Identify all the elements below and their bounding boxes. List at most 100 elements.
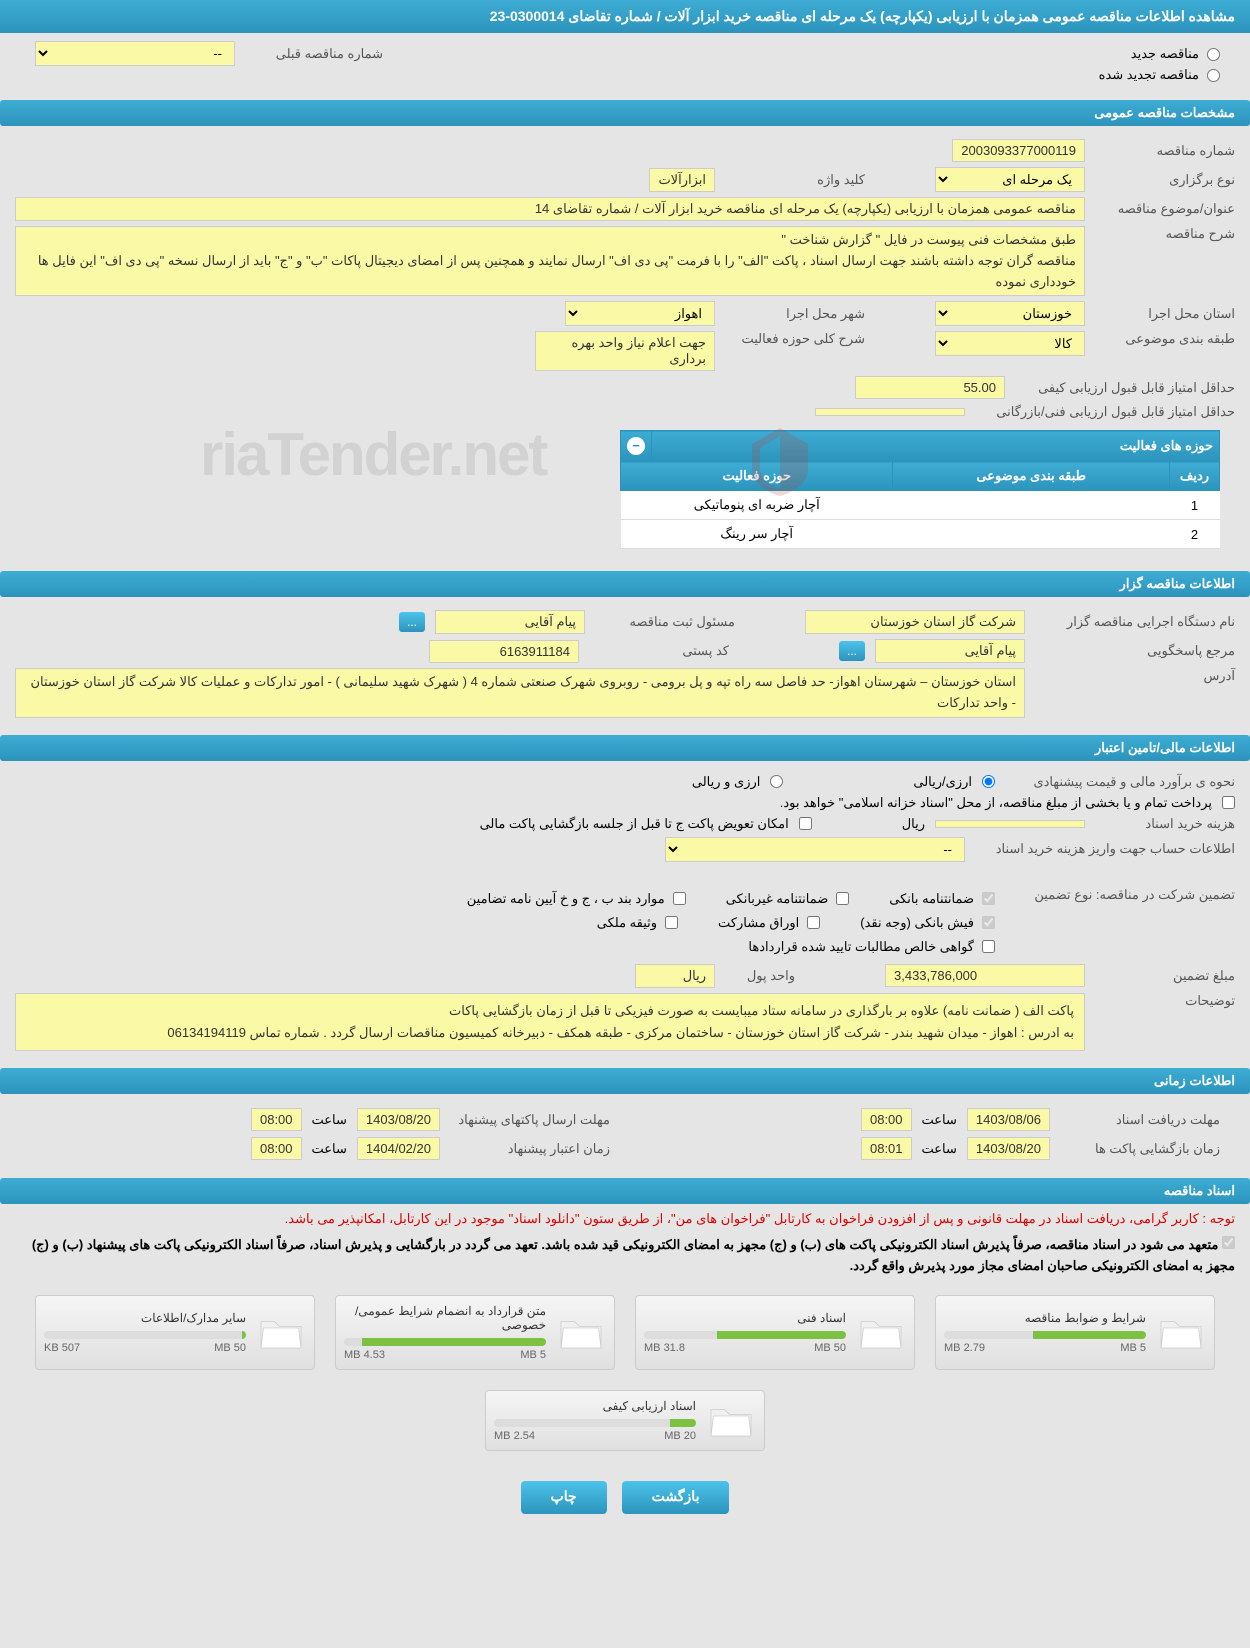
chk-nonbank-guarantee[interactable] bbox=[836, 892, 849, 905]
doc-receive-time: 08:00 bbox=[861, 1108, 912, 1131]
file-card[interactable]: شرایط و ضوابط مناقصه 5 MB2.79 MB bbox=[935, 1295, 1215, 1370]
holding-type-select[interactable]: یک مرحله ای bbox=[935, 167, 1085, 192]
col-row: ردیف bbox=[1170, 462, 1220, 491]
category-select[interactable]: کالا bbox=[935, 331, 1085, 356]
cell-num: 2 bbox=[1170, 520, 1220, 549]
time-label-3: ساعت bbox=[312, 1112, 347, 1128]
registrar-more-btn[interactable]: ... bbox=[399, 612, 425, 632]
lbl-bank-receipt: فیش بانکی (وجه نقد) bbox=[860, 915, 974, 931]
guarantee-amount-value: 3,433,786,000 bbox=[885, 964, 1085, 987]
lbl-contracts: گواهی خالص مطالبات تایید شده قراردادها bbox=[748, 939, 974, 955]
min-tech-score-label: حداقل امتیاز قابل قبول ارزیابی فنی/بازرگ… bbox=[975, 404, 1235, 420]
file-title: متن قرارداد به انضمام شرایط عمومی/خصوصی bbox=[344, 1304, 546, 1332]
folder-icon bbox=[256, 1312, 306, 1352]
province-label: استان محل اجرا bbox=[1095, 306, 1235, 322]
col-category: طبقه بندی موضوعی bbox=[893, 462, 1170, 491]
holding-type-label: نوع برگزاری bbox=[1095, 172, 1235, 188]
cell-activity: آچار سر رینگ bbox=[621, 520, 893, 549]
validity-time: 08:00 bbox=[251, 1137, 302, 1160]
desc-value: طبق مشخصات فنی پیوست در فایل " گزارش شنا… bbox=[15, 226, 1085, 296]
chk-property[interactable] bbox=[665, 916, 678, 929]
lbl-bank-guarantee: ضمانتنامه بانکی bbox=[889, 891, 974, 907]
label-rial: ارزی/ریالی bbox=[913, 774, 972, 790]
postal-code-label: کد پستی bbox=[589, 643, 729, 659]
scope-label: شرح کلی حوزه فعالیت bbox=[725, 331, 865, 347]
chk-bonds[interactable] bbox=[807, 916, 820, 929]
prev-tender-label: شماره مناقصه قبلی bbox=[243, 46, 383, 62]
packet-open-label: زمان بازگشایی پاکت ها bbox=[1060, 1141, 1220, 1157]
organizer-section: نام دستگاه اجرایی مناقصه گزار شرکت گاز ا… bbox=[0, 597, 1250, 731]
file-total: 50 MB bbox=[814, 1342, 846, 1354]
file-card[interactable]: اسناد ارزیابی کیفی 20 MB2.54 MB bbox=[485, 1390, 765, 1451]
chk-commitment[interactable] bbox=[1222, 1236, 1235, 1249]
chk-items-bcj[interactable] bbox=[673, 892, 686, 905]
time-label-1: ساعت bbox=[922, 1112, 957, 1128]
registrar-label: مسئول ثبت مناقصه bbox=[595, 614, 735, 630]
file-card[interactable]: سایر مدارک/اطلاعات 50 MB507 KB bbox=[35, 1295, 315, 1370]
section-timing: اطلاعات زمانی bbox=[0, 1068, 1250, 1094]
label-new-tender: مناقصه جدید bbox=[1131, 46, 1199, 62]
estimate-label: نحوه ی برآورد مالی و قیمت پیشنهادی bbox=[1005, 774, 1235, 790]
file-card[interactable]: متن قرارداد به انضمام شرایط عمومی/خصوصی … bbox=[335, 1295, 615, 1370]
radio-currency-rial[interactable] bbox=[770, 775, 783, 788]
chk-payment-note[interactable] bbox=[1222, 796, 1235, 809]
page-container: مشاهده اطلاعات مناقصه عمومی همزمان با ار… bbox=[0, 0, 1250, 1534]
category-label: طبقه بندی موضوعی bbox=[1095, 331, 1235, 347]
print-button[interactable]: چاپ bbox=[521, 1481, 607, 1514]
files-grid: شرایط و ضوابط مناقصه 5 MB2.79 MB اسناد ف… bbox=[0, 1285, 1250, 1461]
file-title: اسناد فنی bbox=[644, 1311, 846, 1325]
section-documents: اسناد مناقصه bbox=[0, 1178, 1250, 1204]
black-note: متعهد می شود در اسناد مناقصه، صرفاً پذیر… bbox=[32, 1237, 1235, 1273]
file-total: 50 MB bbox=[214, 1342, 246, 1354]
time-label-2: ساعت bbox=[922, 1141, 957, 1157]
doc-cost-label: هزینه خرید اسناد bbox=[1095, 816, 1235, 832]
file-used: 2.54 MB bbox=[494, 1430, 535, 1442]
label-renewed-tender: مناقصه تجدید شده bbox=[1099, 67, 1199, 83]
collapse-icon[interactable]: − bbox=[627, 437, 645, 455]
radio-rial[interactable] bbox=[982, 775, 995, 788]
folder-icon bbox=[556, 1312, 606, 1352]
account-info-label: اطلاعات حساب جهت واریز هزینه خرید اسناد bbox=[975, 841, 1235, 857]
file-used: 31.8 MB bbox=[644, 1342, 685, 1354]
file-used: 507 KB bbox=[44, 1342, 80, 1354]
address-value: استان خوزستان – شهرستان اهواز- حد فاصل س… bbox=[15, 668, 1025, 718]
payment-note: پرداخت تمام و یا بخشی از مبلغ مناقصه، از… bbox=[780, 795, 1212, 811]
packet-open-time: 08:01 bbox=[861, 1137, 912, 1160]
table-row: 1آچار ضربه ای پنوماتیکی bbox=[621, 491, 1220, 520]
postal-code-value: 6163911184 bbox=[429, 640, 579, 663]
file-card[interactable]: اسناد فنی 50 MB 31.8 MB bbox=[635, 1295, 915, 1370]
time-label-4: ساعت bbox=[312, 1141, 347, 1157]
folder-icon bbox=[1156, 1312, 1206, 1352]
progress-bar bbox=[44, 1331, 246, 1339]
red-note: توجه : کاربر گرامی، دریافت اسناد در مهلت… bbox=[0, 1204, 1250, 1235]
chk-refund[interactable] bbox=[799, 817, 812, 830]
responder-value: پیام آقایی bbox=[875, 639, 1025, 663]
currency-value: ریال bbox=[635, 964, 715, 988]
activity-table-header: حوزه های فعالیت bbox=[652, 431, 1220, 462]
file-total: 5 MB bbox=[1120, 1342, 1146, 1354]
radio-new-tender[interactable] bbox=[1207, 48, 1220, 61]
account-info-select[interactable]: -- bbox=[665, 837, 965, 862]
radio-renewed-tender[interactable] bbox=[1207, 69, 1220, 82]
province-select[interactable]: خوزستان bbox=[935, 301, 1085, 326]
file-total: 20 MB bbox=[664, 1430, 696, 1442]
org-name-value: شرکت گاز استان خوزستان bbox=[805, 610, 1025, 634]
keyword-label: کلید واژه bbox=[725, 172, 865, 188]
progress-bar bbox=[944, 1331, 1146, 1339]
lbl-nonbank-guarantee: ضمانتنامه غیربانکی bbox=[726, 891, 829, 907]
chk-bank-guarantee[interactable] bbox=[982, 892, 995, 905]
back-button[interactable]: بازگشت bbox=[622, 1481, 730, 1514]
progress-bar bbox=[494, 1419, 696, 1427]
section-organizer: اطلاعات مناقصه گزار bbox=[0, 571, 1250, 597]
org-name-label: نام دستگاه اجرایی مناقصه گزار bbox=[1035, 614, 1235, 630]
chk-contracts[interactable] bbox=[982, 940, 995, 953]
doc-cost-value bbox=[935, 820, 1085, 828]
city-select[interactable]: اهواز bbox=[565, 301, 715, 326]
registrar-value: پیام آقایی bbox=[435, 610, 585, 634]
lbl-items-bcj: موارد بند ب ، ج و خ آیین نامه تضامین bbox=[467, 891, 665, 907]
responder-more-btn[interactable]: ... bbox=[839, 641, 865, 661]
lbl-property: وثیقه ملکی bbox=[597, 915, 657, 931]
tender-number-value: 2003093377000119 bbox=[952, 139, 1085, 162]
prev-tender-select[interactable]: -- bbox=[35, 41, 235, 66]
chk-bank-receipt[interactable] bbox=[982, 916, 995, 929]
